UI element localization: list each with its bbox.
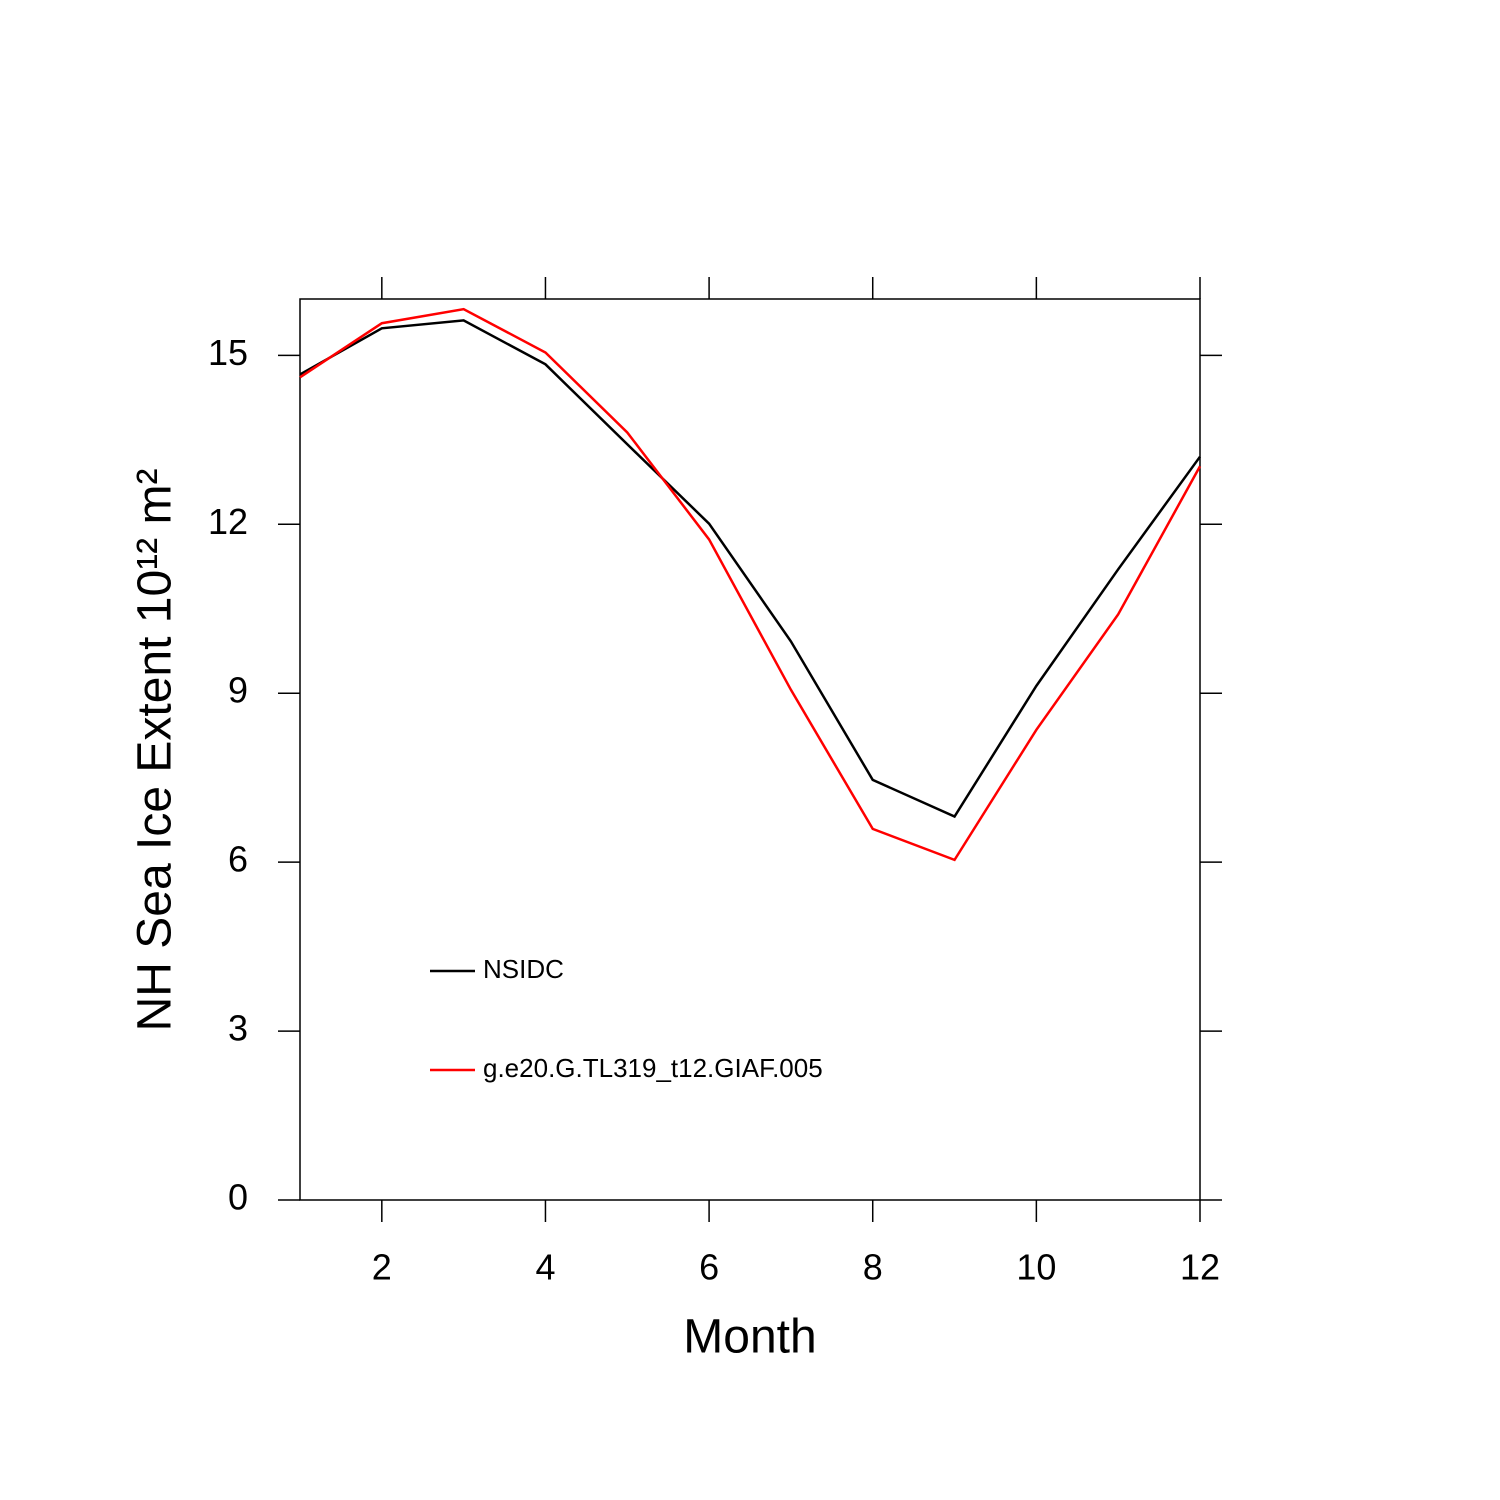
legend-label: g.e20.G.TL319_t12.GIAF.005: [483, 1053, 823, 1083]
x-tick-label: 12: [1180, 1247, 1220, 1288]
series-line: [299, 319, 1202, 819]
y-tick-label: 0: [228, 1177, 248, 1218]
y-tick-label: 6: [228, 839, 248, 880]
x-tick-label: 8: [863, 1247, 883, 1288]
x-tick-label: 2: [372, 1247, 392, 1288]
x-tick-label: 4: [535, 1247, 555, 1288]
y-axis-title: NH Sea Ice Extent 10¹² m²: [129, 469, 182, 1032]
x-axis-title: Month: [683, 1311, 816, 1364]
y-tick-label: 12: [208, 501, 248, 542]
y-tick-label: 3: [228, 1008, 248, 1049]
y-tick-label: 9: [228, 670, 248, 711]
legend-label: NSIDC: [483, 954, 564, 984]
y-tick-label: 15: [208, 332, 248, 373]
x-tick-label: 6: [699, 1247, 719, 1288]
x-tick-label: 10: [1016, 1247, 1056, 1288]
plot-frame: [299, 298, 1201, 1201]
series-line: [299, 307, 1202, 862]
